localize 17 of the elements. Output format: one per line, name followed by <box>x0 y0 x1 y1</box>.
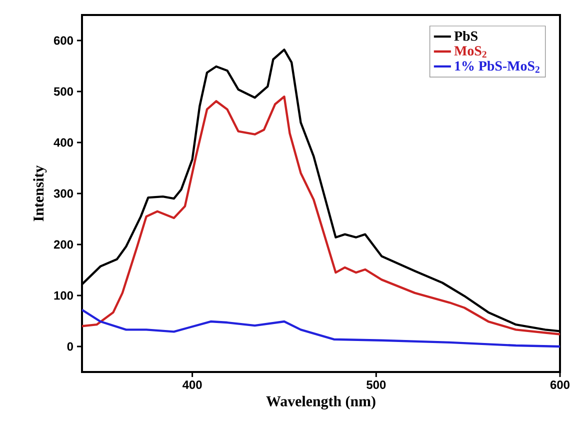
line-series <box>82 308 560 348</box>
y-axis-title: Intensity <box>33 165 47 222</box>
x-tick-label: 400 <box>182 380 202 389</box>
y-tick-label: 100 <box>54 291 73 300</box>
legend-label: MoS$_{2}$ <box>454 46 486 58</box>
line-series <box>82 96 560 336</box>
y-tick-label: 300 <box>54 189 73 198</box>
x-tick-label: 600 <box>550 380 570 389</box>
y-tick-label: 500 <box>54 87 73 96</box>
x-tick-label: 500 <box>366 380 386 389</box>
x-axis-title: Wavelength (nm) <box>266 396 376 410</box>
legend-label: PbS <box>454 30 478 41</box>
y-tick-label: 600 <box>54 36 73 45</box>
legend-label: 1% PbS-MoS$_{2}$ <box>455 60 540 73</box>
y-tick-label: 200 <box>54 240 73 249</box>
y-tick-label: 400 <box>54 138 73 147</box>
y-tick-label: 0 <box>67 342 73 351</box>
